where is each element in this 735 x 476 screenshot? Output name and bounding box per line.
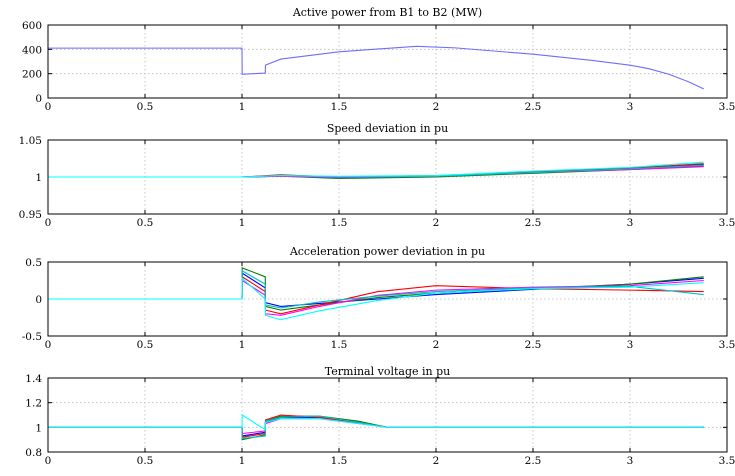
y-tick-label: 0.95 bbox=[19, 209, 42, 221]
x-tick-label: 0.5 bbox=[137, 339, 154, 351]
plot-frame bbox=[47, 24, 728, 99]
y-tick-label: 0 bbox=[35, 294, 42, 306]
x-tick-label: 3 bbox=[627, 101, 634, 113]
y-tick-label: 0 bbox=[35, 93, 42, 105]
y-tick-label: 1.2 bbox=[25, 398, 42, 410]
x-tick-label: 2 bbox=[433, 217, 440, 229]
chart-panel-4: 0 0.5 1 1.5 2 2.5 3 3.5 0.8 1 1.2 1.4 Terminal volta… bbox=[25, 365, 735, 467]
x-tick-label: 3.5 bbox=[719, 455, 735, 467]
x-tick-label: 2.5 bbox=[525, 339, 542, 351]
x-tick-label: 0 bbox=[45, 339, 52, 351]
series-line-2 bbox=[48, 415, 704, 441]
x-tick-label: 2.5 bbox=[525, 455, 542, 467]
series-line-2 bbox=[48, 267, 704, 311]
x-tick-label: 0 bbox=[45, 217, 52, 229]
series-line-6 bbox=[48, 161, 704, 178]
y-tick-label: 0.8 bbox=[25, 447, 42, 459]
x-tick-label: 0 bbox=[45, 101, 52, 113]
series-line-5 bbox=[48, 269, 704, 309]
x-tick-label: 3.5 bbox=[719, 339, 735, 351]
series-line-1 bbox=[48, 416, 704, 437]
x-tick-label: 1.5 bbox=[331, 455, 348, 467]
x-tick-label: 1 bbox=[239, 101, 246, 113]
x-tick-label: 2 bbox=[433, 455, 440, 467]
y-tick-label: 0.5 bbox=[25, 257, 42, 269]
x-tick-label: 1.5 bbox=[331, 101, 348, 113]
chart-panel-2: 0 0.5 1 1.5 2 2.5 3 3.5 0.95 1 1.05 Speed deviation… bbox=[19, 122, 735, 229]
x-tick-label: 1 bbox=[239, 339, 246, 351]
plot-frame bbox=[47, 139, 728, 215]
y-tick-label: 600 bbox=[22, 20, 42, 32]
x-tick-label: 3.5 bbox=[719, 217, 735, 229]
x-tick-label: 3 bbox=[627, 217, 634, 229]
chart-title: Terminal voltage in pu bbox=[325, 365, 450, 378]
y-tick-label: 400 bbox=[22, 44, 42, 56]
x-tick-label: 0.5 bbox=[137, 455, 154, 467]
y-tick-label: 1.4 bbox=[25, 373, 42, 385]
chart-title: Acceleration power deviation in pu bbox=[289, 245, 485, 258]
x-tick-label: 1.5 bbox=[331, 217, 348, 229]
chart-panel-1: 0 0.5 1 1.5 2 2.5 3 3.5 0 200 400 600 Active power f… bbox=[22, 6, 735, 113]
x-tick-label: 1 bbox=[239, 217, 246, 229]
x-tick-label: 3 bbox=[627, 455, 634, 467]
y-tick-label: 1 bbox=[35, 172, 42, 184]
plot-frame bbox=[47, 377, 728, 453]
x-tick-label: 2 bbox=[433, 339, 440, 351]
y-tick-label: 1.05 bbox=[19, 135, 42, 147]
y-tick-label: 200 bbox=[22, 69, 42, 81]
x-tick-label: 1 bbox=[239, 455, 246, 467]
x-tick-label: 0 bbox=[45, 455, 52, 467]
x-tick-label: 2 bbox=[433, 101, 440, 113]
y-tick-label: 1 bbox=[35, 422, 42, 434]
series-line-6 bbox=[48, 414, 704, 431]
x-tick-label: 2.5 bbox=[525, 101, 542, 113]
series-line-1 bbox=[48, 45, 704, 90]
x-tick-label: 2.5 bbox=[525, 217, 542, 229]
y-tick-label: -0.5 bbox=[22, 331, 42, 343]
x-tick-label: 1.5 bbox=[331, 339, 348, 351]
x-tick-label: 0.5 bbox=[137, 101, 154, 113]
x-tick-label: 3.5 bbox=[719, 101, 735, 113]
chart-title: Active power from B1 to B2 (MW) bbox=[292, 6, 482, 19]
x-tick-label: 3 bbox=[627, 339, 634, 351]
x-tick-label: 0.5 bbox=[137, 217, 154, 229]
series-line-6 bbox=[48, 277, 704, 321]
plot-frame bbox=[47, 261, 728, 337]
chart-title: Speed deviation in pu bbox=[327, 122, 448, 135]
